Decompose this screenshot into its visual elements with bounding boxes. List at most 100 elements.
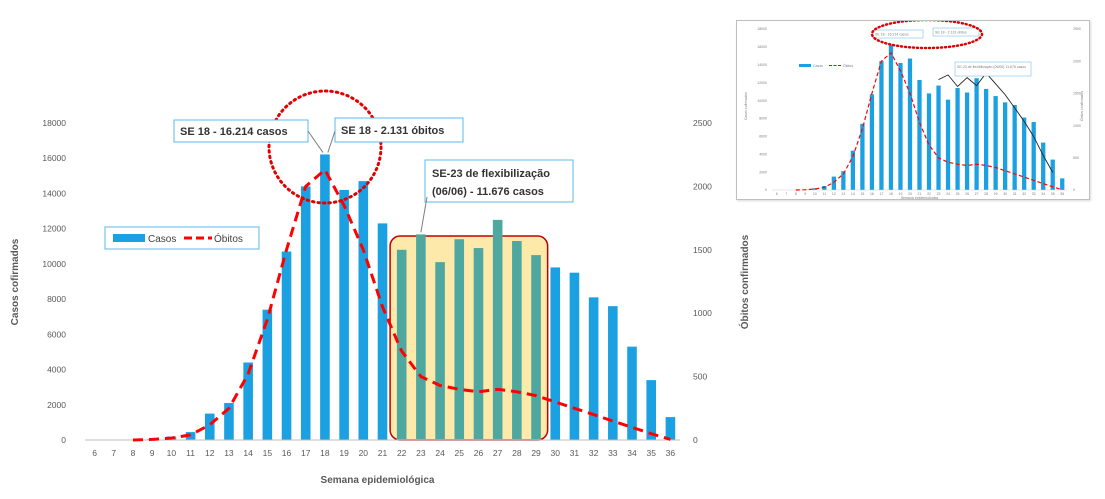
bar-casos-se-23 [416,234,426,440]
inset-y-tick-label: 10000 [757,99,767,103]
inset-bar-casos-se-26 [964,92,970,190]
inset-bar-casos-se-22 [926,93,932,190]
inset-y2-tick-label: 0 [1073,188,1075,192]
inset-bar-casos-se-21 [917,79,922,190]
inset-y2-tick-label: 500 [1073,156,1079,160]
inset-y-tick-label: 0 [765,188,767,192]
inset-x-tick-label: 23 [937,192,941,196]
inset-bar-casos-se-36 [1060,178,1065,190]
y2-tick-label: 500 [693,372,707,382]
x-tick-label: 34 [627,448,637,458]
x-tick-label: 28 [512,448,522,458]
inset-x-tick-label: 15 [860,192,864,196]
inset-y-tick-label: 8000 [759,117,767,121]
inset-x-tick-label: 11 [823,192,827,196]
inset-x-tick-label: 30 [1003,192,1007,196]
inset-legend-label-casos: Casos [813,64,823,68]
annotation-flex-line1: SE-23 de flexibilização [432,168,550,180]
x-tick-label: 35 [646,448,656,458]
bar-casos-se-12 [204,413,215,440]
bar-casos-se-18 [320,154,330,441]
inset-annotation-box-casos [872,29,924,39]
inset-x-tick-label: 12 [832,192,836,196]
inset-x-tick-label: 10 [813,192,817,196]
inset-line-obitos [795,51,1063,191]
x-tick-label: 6 [92,448,97,458]
bar-casos-se-34 [627,346,637,440]
inset-x-tick-label: 34 [1041,192,1045,196]
bar-casos-se-35 [646,380,657,440]
annotation-casos-peak: SE 18 - 16.214 casos [180,126,288,138]
inset-bar-casos-se-28 [983,88,989,190]
y2-tick-label: 1000 [693,308,712,318]
inset-x-tick-label: 26 [965,192,969,196]
y2-axis-title: Óbitos confirmados [738,234,751,329]
inset-bar-casos-se-27 [974,78,979,190]
inset-x-tick-label: 7 [785,192,787,196]
bar-casos-se-15 [262,309,273,440]
bar-casos-se-21 [377,223,388,440]
inset-x-tick-label: 13 [841,192,845,196]
bar-casos-se-29 [531,255,541,440]
inset-x-tick-label: 25 [956,192,960,196]
y-axis-title: Casos cofirmados [10,238,21,325]
inset-x-tick-label: 21 [918,192,922,196]
bar-casos-se-24 [435,262,445,440]
inset-x-tick-label: 28 [984,192,988,196]
legend-swatch-casos [113,234,145,242]
inset-x-tick-label: 31 [1013,192,1017,196]
inset-y-tick-label: 6000 [759,135,767,139]
x-tick-label: 30 [551,448,561,458]
inset-bar-casos-se-14 [850,150,856,190]
x-tick-label: 33 [608,448,618,458]
x-tick-label: 20 [359,448,369,458]
inset-bar-casos-se-24 [945,99,951,190]
bar-casos-se-27 [492,219,503,440]
x-tick-label: 8 [131,448,136,458]
annotation-leader-flex [420,196,428,233]
legend-box [104,226,260,250]
x-tick-label: 23 [416,448,426,458]
bar-casos-se-26 [473,248,484,440]
bar-casos-se-28 [512,240,522,440]
inset-x-tick-label: 14 [851,192,855,196]
x-tick-label: 13 [224,448,234,458]
y2-tick-label: 2000 [693,181,712,191]
inset-bar-casos-se-19 [898,62,903,190]
inset-bar-casos-se-12 [831,176,836,190]
y-tick-label: 12000 [42,224,66,234]
inset-x-tick-label: 17 [879,192,883,196]
legend-label-obitos: Óbitos [214,232,243,245]
y2-tick-label: 0 [693,435,698,445]
x-tick-label: 22 [397,448,407,458]
x-tick-label: 7 [111,448,116,458]
bar-casos-se-16 [281,251,292,440]
inset-y-tick-label: 16000 [757,45,767,49]
inset-bar-casos-se-16 [869,94,875,190]
x-tick-label: 25 [455,448,465,458]
bar-casos-se-14 [243,362,253,440]
inset-x-tick-label: 29 [994,192,998,196]
inset-bar-casos-se-20 [907,58,913,191]
inset-y-tick-label: 4000 [759,152,767,156]
peak-highlight-circle [267,89,383,205]
inset-y2-axis-title: Óbitos confirmados [1079,91,1084,121]
x-tick-label: 10 [167,448,177,458]
inset-peak-highlight-circle [870,21,984,50]
y2-tick-label: 2500 [693,118,712,128]
inset-bar-casos-se-15 [860,123,865,190]
inset-annotation-obitos: SE 18 - 2.131 óbitos [935,31,967,35]
x-tick-label: 16 [282,448,292,458]
y-tick-label: 16000 [42,153,66,163]
inset-annotation-casos: SE 18 - 16.214 casos [875,33,909,37]
annotation-flex-line2: (06/06) - 11.676 casos [432,186,544,198]
inset-trendline [938,72,1054,173]
inset-y2-tick-label: 1000 [1073,124,1081,128]
inset-bar-casos-se-13 [841,171,846,190]
inset-bar-casos-se-10 [812,188,817,190]
y-tick-label: 2000 [47,400,66,410]
y-tick-label: 0 [61,435,66,445]
y-tick-label: 18000 [42,118,66,128]
bar-casos-se-17 [300,186,311,440]
